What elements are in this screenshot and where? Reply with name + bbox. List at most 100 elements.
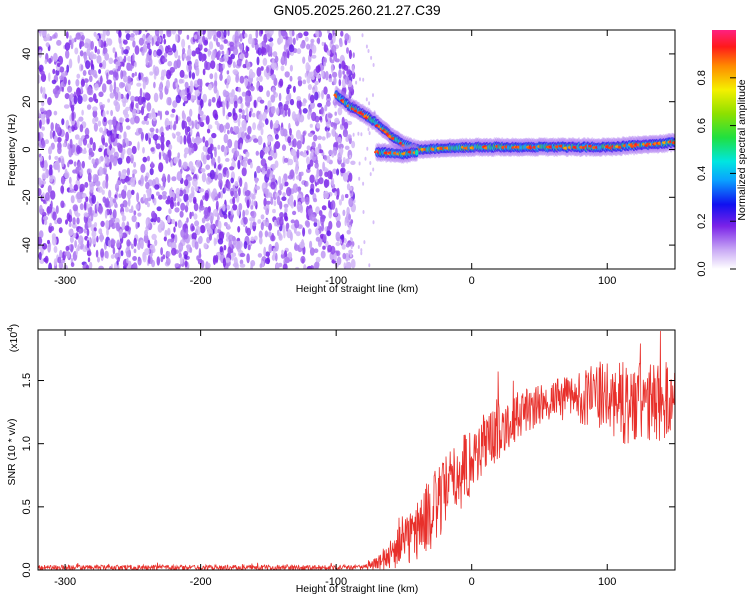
heatmap-cell [316, 74, 321, 79]
heatmap-cell [221, 50, 225, 55]
heatmap-cell [283, 103, 289, 112]
heatmap-cell [123, 131, 127, 140]
heatmap-cell [79, 245, 83, 250]
heatmap-cell [178, 158, 182, 168]
heatmap-cell [116, 187, 119, 192]
heatmap-cell [328, 32, 333, 41]
heatmap-cell [156, 36, 160, 45]
heatmap-cell [366, 146, 369, 151]
heatmap-cell [323, 61, 326, 67]
heatmap-cell [279, 216, 284, 227]
heatmap-cell [112, 209, 117, 219]
heatmap-cell [133, 210, 137, 216]
heatmap-cell [71, 111, 75, 122]
heatmap-cell [178, 242, 184, 252]
heatmap-cell [313, 262, 319, 269]
heatmap-cell [217, 172, 223, 181]
heatmap-cell [278, 233, 283, 241]
heatmap-cell [227, 181, 231, 190]
heatmap-cell [164, 120, 168, 127]
heatmap-cell [200, 168, 206, 173]
heatmap-cell [286, 186, 292, 197]
heatmap-cell [57, 90, 61, 95]
heatmap-cell [344, 219, 347, 227]
heatmap-cell [316, 229, 320, 235]
heatmap-cell [177, 197, 182, 203]
heatmap-cell [287, 50, 290, 59]
y-tick-label: -40 [21, 237, 33, 253]
heatmap-cell [353, 263, 356, 268]
heatmap-cell [48, 167, 53, 177]
heatmap-cell [311, 75, 315, 81]
heatmap-cell [207, 124, 213, 130]
heatmap-cell [188, 63, 193, 72]
heatmap-cell [237, 159, 241, 170]
heatmap-cell [160, 142, 165, 152]
heatmap-cell [244, 95, 250, 103]
heatmap-cell [165, 257, 171, 266]
heatmap-cell [368, 263, 371, 268]
heatmap-cell [227, 246, 232, 256]
heatmap-cell [161, 191, 167, 196]
heatmap-cell [348, 213, 351, 221]
heatmap-cell [287, 84, 292, 89]
heatmap-cell [261, 167, 266, 172]
heatmap-cell [47, 239, 50, 245]
heatmap-cell [264, 146, 270, 153]
heatmap-cell [138, 179, 142, 185]
heatmap-cell [318, 210, 323, 217]
heatmap-cell [149, 168, 154, 176]
heatmap-cell [189, 84, 194, 94]
heatmap-cell [200, 225, 206, 234]
heatmap-cell [158, 162, 164, 173]
heatmap-cell [168, 47, 173, 53]
heatmap-cell [309, 240, 313, 250]
heatmap-cell [75, 87, 81, 97]
heatmap-cell [38, 132, 41, 142]
heatmap-cell [171, 176, 177, 182]
heatmap-cell [50, 190, 56, 200]
heatmap-cell [246, 227, 251, 236]
heatmap-cell [349, 154, 352, 159]
heatmap-cell [348, 197, 354, 208]
heatmap-cell [204, 206, 209, 217]
heatmap-cell [93, 227, 97, 232]
heatmap-cell [245, 134, 251, 140]
heatmap-cell [176, 171, 182, 182]
heatmap-cell [164, 110, 170, 116]
heatmap-cell [112, 246, 116, 255]
heatmap-cell [108, 57, 114, 65]
heatmap-cell [183, 250, 189, 257]
heatmap-cell [295, 231, 301, 237]
heatmap-cell [101, 83, 107, 93]
heatmap-cell [98, 157, 102, 164]
heatmap-cell [186, 87, 190, 93]
heatmap-cell [46, 33, 51, 41]
heatmap-cell [222, 63, 226, 70]
heatmap-cell [93, 31, 97, 37]
heatmap-cell [145, 37, 152, 42]
heatmap-cell [191, 211, 194, 217]
heatmap-cell [292, 183, 299, 193]
heatmap-cell [308, 228, 312, 235]
heatmap-cell [349, 240, 355, 248]
heatmap-cell [90, 40, 94, 51]
heatmap-cell [159, 81, 163, 88]
heatmap-cell [167, 174, 171, 183]
heatmap-cell [191, 50, 196, 57]
heatmap-cell [99, 127, 104, 133]
heatmap-cell [201, 172, 207, 183]
heatmap-cell [318, 177, 324, 185]
heatmap-cell [72, 232, 77, 238]
heatmap-cell [38, 188, 42, 197]
heatmap-cell [302, 227, 306, 237]
heatmap-cell [155, 128, 159, 134]
heatmap-cell [155, 143, 161, 150]
heatmap-cell [175, 33, 179, 43]
heatmap-cell [267, 156, 273, 161]
heatmap-cell [262, 187, 269, 194]
heatmap-cell [106, 37, 109, 45]
heatmap-cell [327, 30, 330, 34]
heatmap-cell [186, 92, 191, 101]
heatmap-cell [234, 150, 237, 161]
